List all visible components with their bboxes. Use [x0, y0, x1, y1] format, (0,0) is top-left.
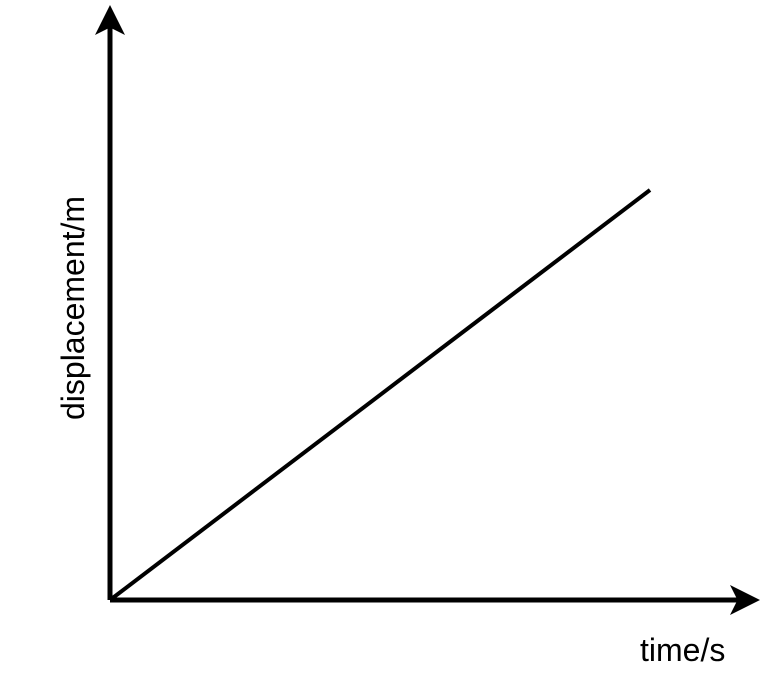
x-axis-label: time/s: [640, 632, 725, 669]
data-line: [110, 190, 650, 600]
displacement-time-chart: displacement/m time/s: [0, 0, 768, 684]
y-axis-label: displacement/m: [55, 196, 92, 420]
chart-svg: [0, 0, 768, 684]
